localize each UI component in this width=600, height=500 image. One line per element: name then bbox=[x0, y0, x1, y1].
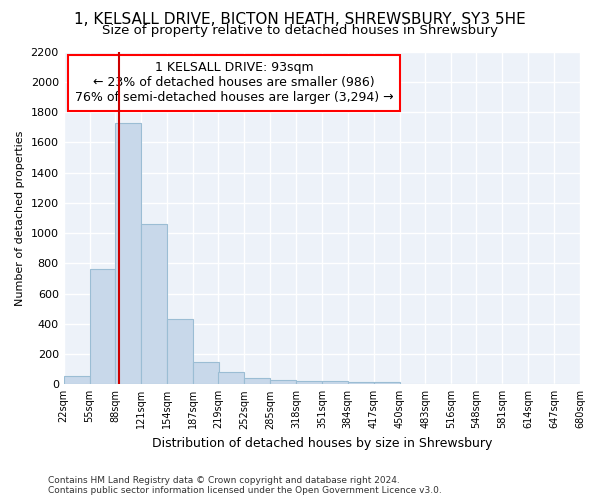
Bar bbox=[167, 320, 193, 384]
Text: 1, KELSALL DRIVE, BICTON HEATH, SHREWSBURY, SY3 5HE: 1, KELSALL DRIVE, BICTON HEATH, SHREWSBU… bbox=[74, 12, 526, 28]
Bar bbox=[218, 372, 244, 384]
Bar bbox=[115, 122, 142, 384]
Bar bbox=[348, 382, 374, 384]
Y-axis label: Number of detached properties: Number of detached properties bbox=[15, 130, 25, 306]
Bar bbox=[142, 224, 167, 384]
Bar bbox=[89, 270, 115, 384]
Bar bbox=[244, 378, 270, 384]
Bar bbox=[374, 382, 400, 384]
Text: Size of property relative to detached houses in Shrewsbury: Size of property relative to detached ho… bbox=[102, 24, 498, 37]
Bar bbox=[296, 382, 322, 384]
Text: 1 KELSALL DRIVE: 93sqm
← 23% of detached houses are smaller (986)
76% of semi-de: 1 KELSALL DRIVE: 93sqm ← 23% of detached… bbox=[75, 62, 394, 104]
Bar bbox=[193, 362, 219, 384]
Text: Contains HM Land Registry data © Crown copyright and database right 2024.
Contai: Contains HM Land Registry data © Crown c… bbox=[48, 476, 442, 495]
X-axis label: Distribution of detached houses by size in Shrewsbury: Distribution of detached houses by size … bbox=[152, 437, 492, 450]
Bar bbox=[270, 380, 296, 384]
Bar bbox=[64, 376, 89, 384]
Bar bbox=[322, 382, 348, 384]
